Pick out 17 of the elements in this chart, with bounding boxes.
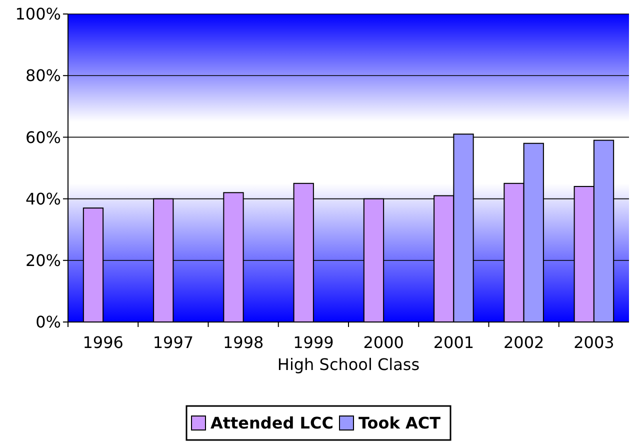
y-tick-label: 80% [25, 66, 61, 86]
x-axis-title: High School Class [277, 355, 420, 374]
x-tick-label: 1999 [293, 333, 334, 352]
x-tick-label: 1997 [152, 333, 194, 352]
x-tick-label: 2003 [574, 333, 614, 352]
y-tick-label: 60% [25, 128, 61, 147]
y-tick-label: 0% [36, 312, 61, 332]
legend-label: Took ACT [358, 414, 441, 433]
x-tick-label: 2001 [433, 333, 474, 352]
x-tick-label: 1998 [222, 333, 264, 352]
y-tick-label: 20% [25, 251, 61, 270]
y-tick-label: 40% [25, 189, 61, 208]
legend-label: Attended LCC [210, 414, 334, 433]
y-tick-label: 100% [15, 4, 61, 24]
x-tick-label: 2000 [363, 333, 404, 352]
x-tick-label: 2002 [503, 333, 544, 352]
x-tick-label: 1996 [82, 333, 124, 352]
